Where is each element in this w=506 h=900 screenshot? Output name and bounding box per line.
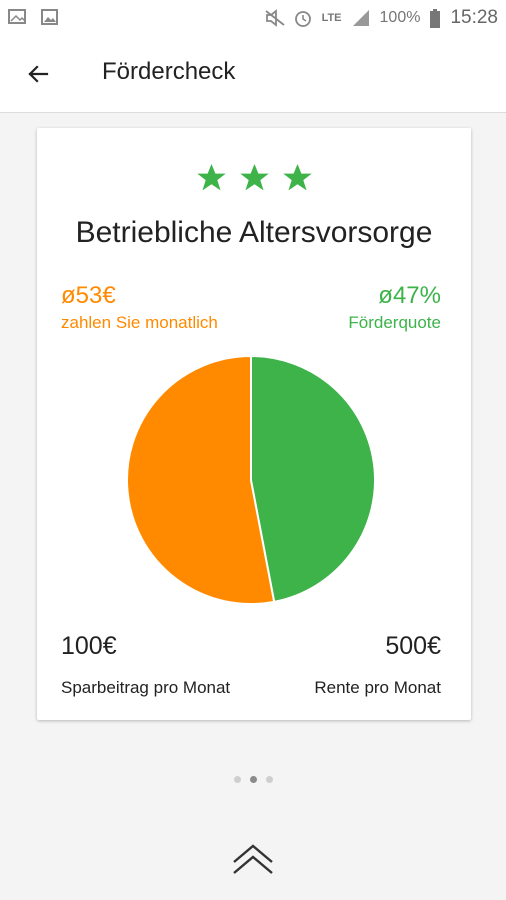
subsidy-rate-stat: ø47% Förderquote — [348, 282, 441, 336]
expand-up-button[interactable] — [228, 838, 278, 878]
subsidy-rate-value: ø47% — [378, 282, 441, 309]
arrow-back-icon — [28, 65, 49, 83]
star-icon — [239, 163, 269, 191]
pie-chart — [126, 354, 376, 605]
card-title: Betriebliche Altersvorsorge — [75, 216, 433, 249]
pie-slice-0 — [126, 354, 276, 605]
pension-amount-label: Rente pro Monat — [314, 678, 441, 697]
subsidy-card[interactable]: Betriebliche Altersvorsorge ø53€ zahlen … — [37, 128, 471, 720]
savings-amount: 100€ — [61, 632, 117, 660]
mute-icon — [264, 9, 285, 27]
savings-amount-label: Sparbeitrag pro Monat — [61, 678, 231, 697]
back-button[interactable] — [20, 56, 56, 92]
alarm-icon — [293, 9, 313, 27]
page-dot[interactable] — [265, 776, 273, 783]
battery-icon — [429, 9, 441, 28]
signal-icon — [351, 9, 371, 27]
pie-slice-1 — [250, 354, 376, 603]
page-title: Fördercheck — [102, 58, 236, 85]
subsidy-rate-label: Förderquote — [348, 313, 441, 332]
pension-amount: 500€ — [385, 632, 441, 660]
monthly-payment-stat: ø53€ zahlen Sie monatlich — [61, 282, 218, 336]
page-indicator — [0, 776, 506, 783]
gallery-icon — [40, 8, 60, 26]
star-icon — [282, 163, 312, 191]
network-type: LTE — [321, 12, 342, 24]
monthly-payment-label: zahlen Sie monatlich — [61, 313, 218, 332]
rating-stars — [37, 162, 471, 193]
monthly-payment-value: ø53€ — [61, 282, 116, 309]
star-icon — [196, 163, 226, 191]
status-bar: LTE 100% 15:28 — [0, 0, 506, 36]
double-chevron-up-icon — [233, 844, 273, 874]
page-dot[interactable] — [249, 776, 257, 783]
image-mail-icon — [8, 8, 28, 26]
page-dot[interactable] — [233, 776, 241, 783]
clock: 15:28 — [450, 7, 498, 28]
battery-percent: 100% — [379, 9, 421, 26]
app-bar: Fördercheck — [0, 36, 506, 113]
